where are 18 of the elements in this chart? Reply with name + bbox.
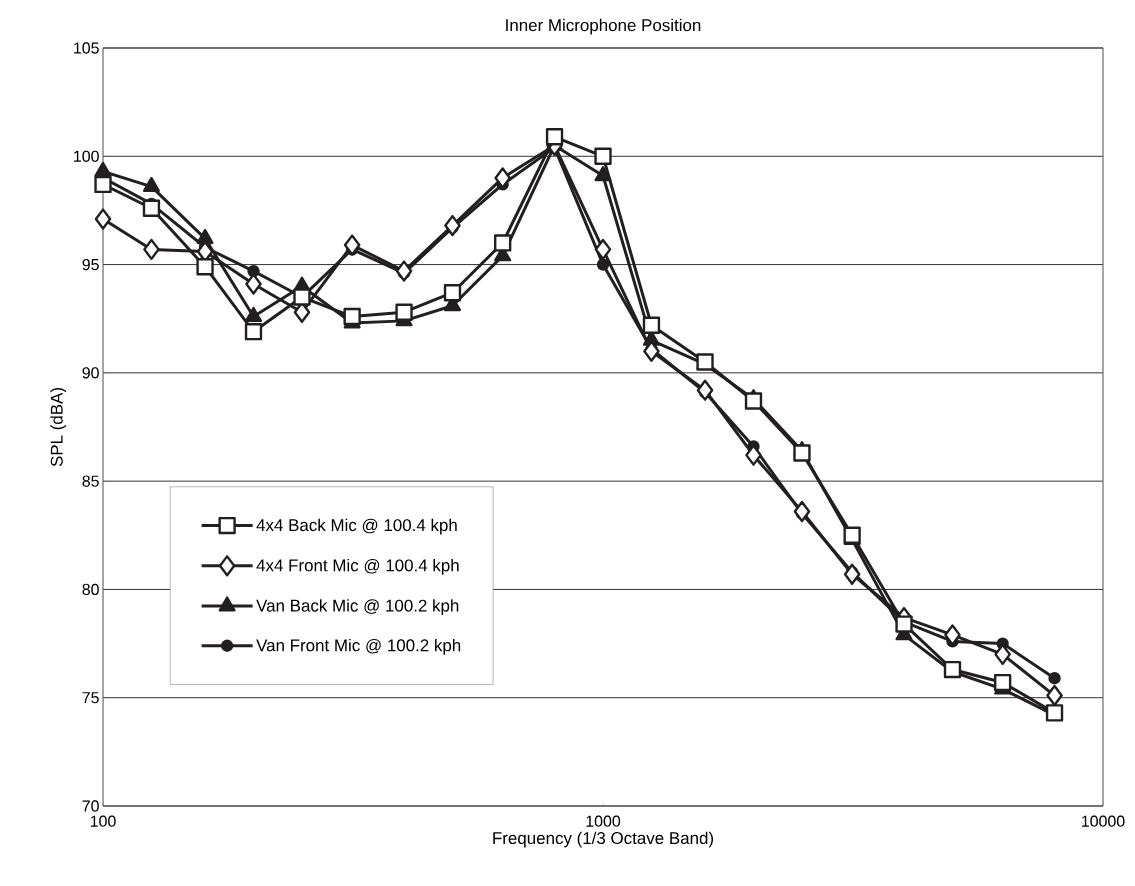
legend-label: Van Back Mic @ 100.2 kph <box>256 599 459 615</box>
y-tick-label: 95 <box>82 258 99 271</box>
chart-title: Inner Microphone Position <box>506 18 701 35</box>
y-tick-label: 105 <box>74 42 99 54</box>
y-tick-label: 80 <box>82 583 99 596</box>
y-axis-title: SPL (dBA) <box>50 388 67 467</box>
x-axis-title: Frequency (1/3 Octave Band) <box>493 831 714 848</box>
y-tick-label: 70 <box>82 800 99 812</box>
y-tick-label: 75 <box>82 692 99 704</box>
legend-label: Van Front Mic @ 100.2 kph <box>256 638 461 655</box>
y-tick-label: 90 <box>82 367 99 379</box>
x-tick-label: 10000 <box>1082 815 1125 827</box>
y-tick-label: 85 <box>82 475 99 487</box>
legend-label: 4x4 Front Mic @ 100.4 kph <box>256 558 459 575</box>
x-tick-label: 1000 <box>586 815 621 827</box>
y-tick-label: 100 <box>74 150 99 162</box>
legend-label: 4x4 Back Mic @ 100.4 kph <box>256 518 457 535</box>
x-tick-label: 100 <box>90 815 116 827</box>
